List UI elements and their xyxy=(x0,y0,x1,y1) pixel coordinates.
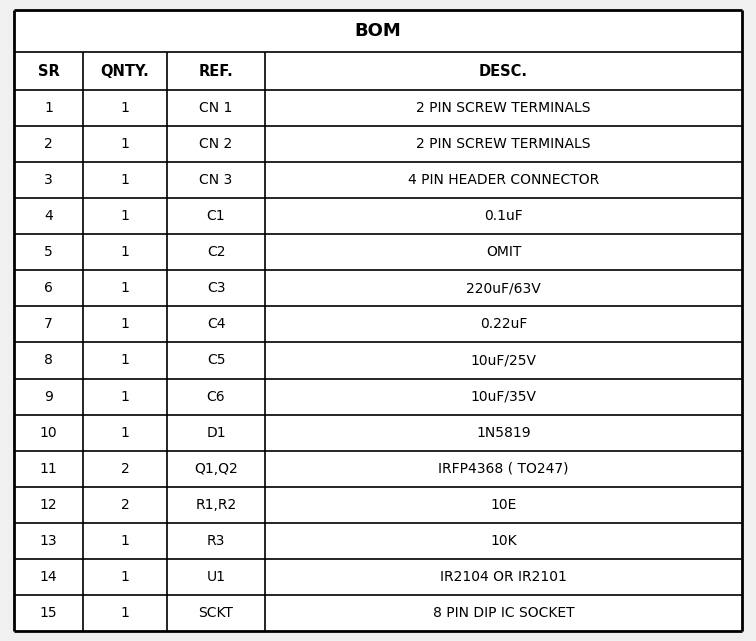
Text: QNTY.: QNTY. xyxy=(101,63,150,78)
Text: D1: D1 xyxy=(206,426,226,440)
Text: SR: SR xyxy=(38,63,60,78)
Text: 5: 5 xyxy=(44,246,53,260)
Text: CN 1: CN 1 xyxy=(200,101,233,115)
Text: C5: C5 xyxy=(207,353,225,367)
Text: 4 PIN HEADER CONNECTOR: 4 PIN HEADER CONNECTOR xyxy=(408,173,600,187)
Text: 6: 6 xyxy=(44,281,53,296)
Text: 1: 1 xyxy=(121,101,129,115)
Text: U1: U1 xyxy=(206,570,225,584)
Text: 1: 1 xyxy=(121,137,129,151)
Text: 2 PIN SCREW TERMINALS: 2 PIN SCREW TERMINALS xyxy=(417,137,591,151)
Text: 0.1uF: 0.1uF xyxy=(484,209,523,223)
Text: 13: 13 xyxy=(40,534,57,548)
Text: 2 PIN SCREW TERMINALS: 2 PIN SCREW TERMINALS xyxy=(417,101,591,115)
Text: 1: 1 xyxy=(121,534,129,548)
Text: 1: 1 xyxy=(121,281,129,296)
Text: 8 PIN DIP IC SOCKET: 8 PIN DIP IC SOCKET xyxy=(432,606,575,620)
Text: BOM: BOM xyxy=(355,22,401,40)
Text: SCKT: SCKT xyxy=(199,606,234,620)
Text: 8: 8 xyxy=(44,353,53,367)
Text: Q1,Q2: Q1,Q2 xyxy=(194,462,238,476)
Text: REF.: REF. xyxy=(199,63,234,78)
Text: 1: 1 xyxy=(121,606,129,620)
Text: CN 3: CN 3 xyxy=(200,173,233,187)
Text: OMIT: OMIT xyxy=(486,246,522,260)
Text: DESC.: DESC. xyxy=(479,63,528,78)
Text: C1: C1 xyxy=(206,209,225,223)
Text: 12: 12 xyxy=(40,498,57,512)
Text: C4: C4 xyxy=(207,317,225,331)
Text: 1: 1 xyxy=(44,101,53,115)
Text: 10: 10 xyxy=(40,426,57,440)
Text: 1: 1 xyxy=(121,353,129,367)
Text: 2: 2 xyxy=(121,462,129,476)
Text: 1: 1 xyxy=(121,209,129,223)
Text: C6: C6 xyxy=(206,390,225,404)
Text: 14: 14 xyxy=(40,570,57,584)
Text: R3: R3 xyxy=(207,534,225,548)
Text: C2: C2 xyxy=(207,246,225,260)
Text: 10uF/25V: 10uF/25V xyxy=(470,353,537,367)
Text: 11: 11 xyxy=(40,462,57,476)
Text: 3: 3 xyxy=(44,173,53,187)
Text: 1N5819: 1N5819 xyxy=(476,426,531,440)
Text: 2: 2 xyxy=(44,137,53,151)
Text: IR2104 OR IR2101: IR2104 OR IR2101 xyxy=(440,570,567,584)
Text: 220uF/63V: 220uF/63V xyxy=(466,281,541,296)
Text: 10uF/35V: 10uF/35V xyxy=(470,390,537,404)
Text: 1: 1 xyxy=(121,317,129,331)
Text: 4: 4 xyxy=(44,209,53,223)
Text: 10K: 10K xyxy=(491,534,517,548)
Text: 1: 1 xyxy=(121,246,129,260)
Text: IRFP4368 ( TO247): IRFP4368 ( TO247) xyxy=(438,462,569,476)
Text: 10E: 10E xyxy=(491,498,517,512)
Text: 2: 2 xyxy=(121,498,129,512)
Text: 1: 1 xyxy=(121,173,129,187)
Text: 7: 7 xyxy=(44,317,53,331)
Text: CN 2: CN 2 xyxy=(200,137,233,151)
Text: 0.22uF: 0.22uF xyxy=(480,317,527,331)
Text: 9: 9 xyxy=(44,390,53,404)
Text: C3: C3 xyxy=(207,281,225,296)
Text: 1: 1 xyxy=(121,390,129,404)
Text: 1: 1 xyxy=(121,570,129,584)
Text: R1,R2: R1,R2 xyxy=(195,498,237,512)
Text: 15: 15 xyxy=(40,606,57,620)
Text: 1: 1 xyxy=(121,426,129,440)
